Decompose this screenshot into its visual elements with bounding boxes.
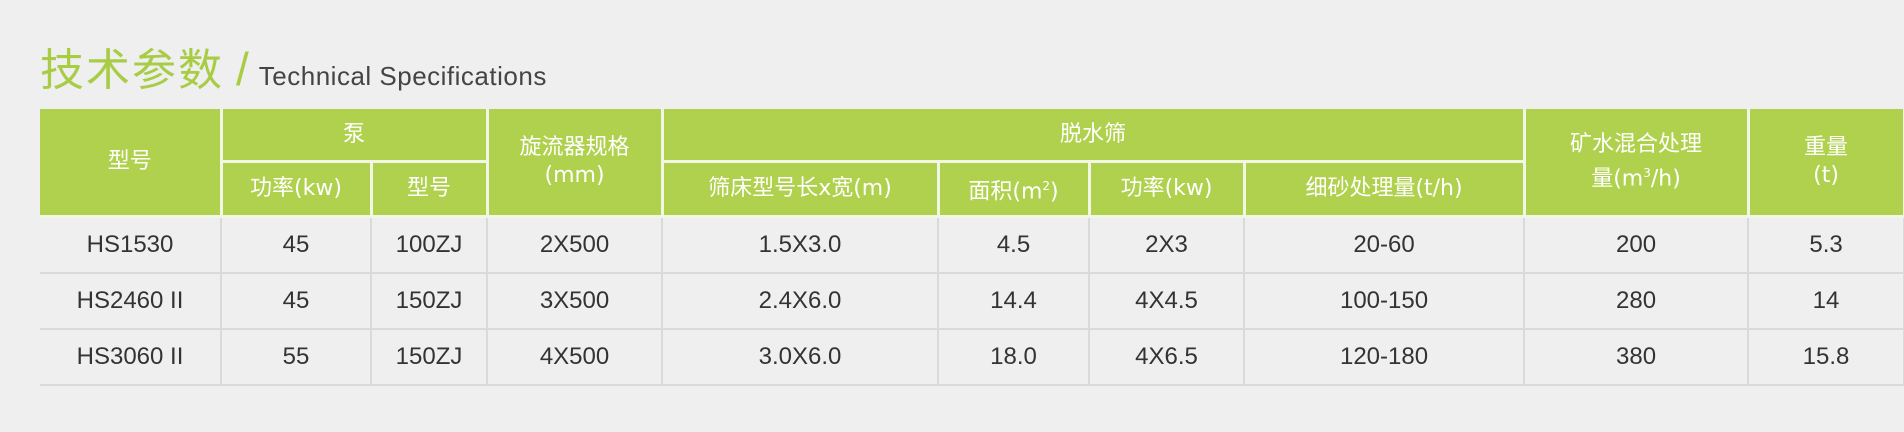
table-row: HS1530 45 100ZJ 2X500 1.5X3.0 4.5 2X3 20-60 200 5… [40,216,1904,274]
table-cell: 2X3 [1088,216,1246,274]
spec-table: 型号 泵 旋流器规格 (mm) 脱水筛 矿水混合处理量(m3/h) 重量 (t) 功… [40,109,1904,386]
header-cyclone-label: 旋流器规格 [519,135,630,160]
table-cell: 5.3 [1747,216,1904,274]
table-cell: 120-180 [1243,329,1526,386]
header-weight-unit: (t) [1813,163,1839,188]
table-row: HS2460 II 45 150ZJ 3X500 2.4X6.0 14.4 4X4.5 100… [40,273,1904,330]
table-cell: 45 [220,273,372,330]
header-screen: 脱水筛 [660,109,1526,163]
table-cell: 15.8 [1747,329,1904,386]
table-cell: 14 [1747,273,1904,330]
header-fine-sand: 细砂处理量(t/h) [1242,161,1526,218]
header-pump-model: 型号 [369,161,489,218]
table-cell: 1.5X3.0 [661,216,940,274]
table-cell: 18.0 [937,329,1091,386]
header-pump-power: 功率(kw) [221,161,373,218]
table-cell: 150ZJ [369,273,489,330]
table-cell: 200 [1523,216,1750,274]
table-cell: 100-150 [1243,273,1526,330]
header-area: 面积(m2) [936,161,1091,218]
table-cell: 4X4.5 [1088,273,1246,330]
title-divider: / [236,43,249,95]
table-cell: 100ZJ [369,216,489,274]
header-screen-power: 功率(kw) [1087,161,1246,218]
table-cell: 2X500 [486,216,664,274]
header-pump: 泵 [219,109,489,163]
header-mix-sup: 3 [1643,165,1651,180]
header-screen-size: 筛床型号长x宽(m) [660,161,940,218]
table-cell: 4X6.5 [1088,329,1246,386]
header-area-close: ) [1050,179,1059,205]
header-mix-unit-end: /h) [1650,166,1681,192]
table-cell: 280 [1523,273,1750,330]
table-cell: 20-60 [1243,216,1526,274]
title-english: Technical Specifications [258,61,547,91]
header-weight-label: 重量 [1804,135,1849,160]
header-cyclone: 旋流器规格 (mm) [485,109,664,218]
table-cell: HS2460 II [40,273,222,330]
header-area-sup: 2 [1042,178,1051,193]
table-cell: HS1530 [40,216,222,274]
table-cell: 3X500 [486,273,664,330]
table-row: HS3060 II 55 150ZJ 4X500 3.0X6.0 18.0 4X6.5 120… [40,329,1904,386]
table-cell: 4.5 [937,216,1091,274]
section-title: 技术参数 / Technical Specifications [40,34,547,98]
header-mix-unit: 量(m [1591,166,1644,192]
table-cell: HS3060 II [40,329,222,386]
table-cell: 55 [220,329,372,386]
header-weight: 重量 (t) [1746,109,1904,218]
table-cell: 380 [1523,329,1750,386]
table-cell: 4X500 [486,329,664,386]
table-cell: 150ZJ [369,329,489,386]
header-model: 型号 [40,109,223,218]
header-cyclone-unit: (mm) [544,163,605,188]
header-mix-label: 矿水混合处理 [1570,131,1703,157]
table-cell: 45 [220,216,372,274]
table-cell: 3.0X6.0 [661,329,940,386]
header-area-label: 面积(m [968,179,1043,205]
title-chinese: 技术参数 [40,45,224,96]
table-cell: 2.4X6.0 [661,273,940,330]
header-mix: 矿水混合处理量(m3/h) [1522,109,1750,218]
table-cell: 14.4 [937,273,1091,330]
